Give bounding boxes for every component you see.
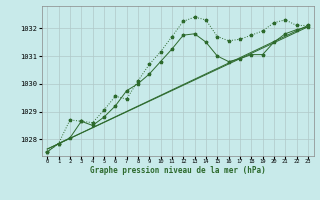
X-axis label: Graphe pression niveau de la mer (hPa): Graphe pression niveau de la mer (hPa) <box>90 166 266 175</box>
